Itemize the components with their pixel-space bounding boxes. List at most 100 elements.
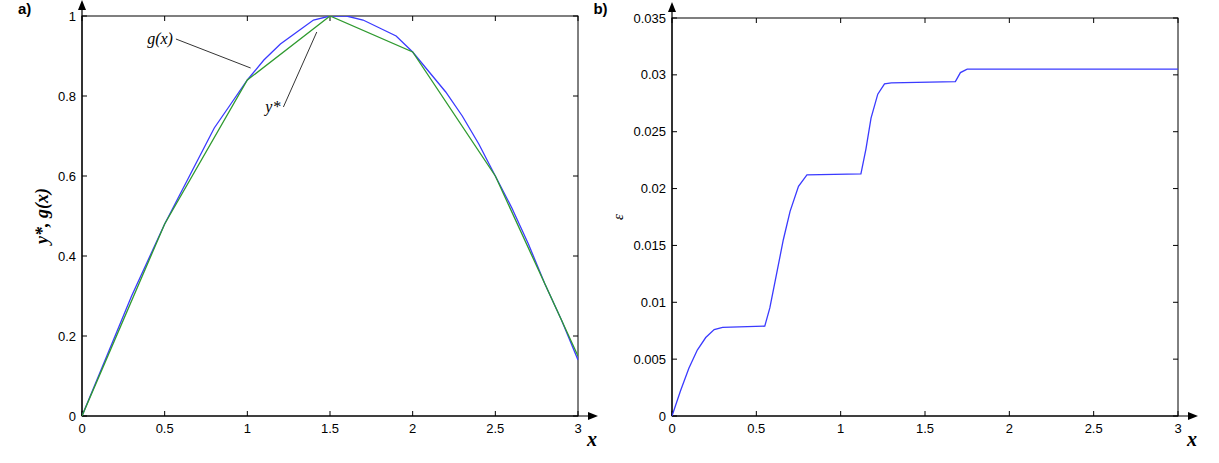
y-tick [1173,302,1178,303]
y-tick [672,359,677,360]
y-tick [573,256,578,257]
x-tick [578,16,579,21]
x-tick-label: 0 [78,421,85,436]
y-tick [672,18,677,19]
panel-letter: a) [18,0,31,17]
y-axis-arrow [81,4,82,416]
y-tick [573,416,578,417]
x-tick [756,411,757,416]
y-tick [672,188,677,189]
x-tick [578,411,579,416]
x-tick [1178,411,1179,416]
y-tick [1173,359,1178,360]
series-line [82,16,578,416]
x-axis-title: x [586,428,597,450]
y-axis-title: y*, g(x) [32,188,53,246]
y-tick [82,96,87,97]
arrow-head [78,0,86,10]
x-tick [164,411,165,416]
x-tick [247,16,248,21]
y-tick [82,176,87,177]
x-tick [1093,411,1094,416]
y-tick-label: 0.035 [633,11,666,26]
x-tick [925,18,926,23]
series-line [82,16,578,416]
x-tick-label: 2.5 [1085,421,1103,436]
x-tick [1178,18,1179,23]
x-tick-label: 0.5 [747,421,765,436]
x-tick [840,18,841,23]
y-axis-title: ε [610,214,626,220]
y-tick [672,302,677,303]
x-tick-label: 1 [837,421,844,436]
leader-line [283,32,316,107]
x-tick [330,411,331,416]
x-tick [840,411,841,416]
y-tick-label: 0.03 [641,67,666,82]
y-tick-label: 0.005 [633,352,666,367]
y-tick-label: 0.01 [641,295,666,310]
x-tick [412,411,413,416]
x-tick-label: 2 [409,421,416,436]
plot-frame [82,16,578,416]
y-tick [82,256,87,257]
series-line [672,69,1178,416]
y-tick-label: 0.4 [58,249,76,264]
x-tick [1093,18,1094,23]
x-tick [164,16,165,21]
x-tick [495,16,496,21]
x-tick-label: 3 [1174,421,1181,436]
y-tick [573,96,578,97]
y-tick [573,176,578,177]
x-tick-label: 3 [574,421,581,436]
x-tick [1009,411,1010,416]
y-tick [672,131,677,132]
y-tick-label: 0.015 [633,238,666,253]
y-tick [573,16,578,17]
x-tick-label: 2 [1006,421,1013,436]
y-tick [1173,18,1178,19]
panel-0: 00.511.522.5300.20.40.60.81g(x)y*xy*, g(… [18,0,598,450]
x-tick [82,16,83,21]
y-tick [82,16,87,17]
y-tick [1173,131,1178,132]
series-label: y* [263,98,280,116]
y-tick [82,336,87,337]
series-group [672,69,1178,416]
y-tick-label: 0 [659,409,666,424]
y-tick-label: 0.025 [633,124,666,139]
y-tick-label: 0.2 [58,329,76,344]
x-axis-title: x [1186,428,1197,450]
series-label: g(x) [147,30,173,48]
y-tick [573,336,578,337]
leader-line [176,39,251,68]
x-tick-label: 0.5 [156,421,174,436]
x-tick [925,411,926,416]
y-tick [672,245,677,246]
y-tick [1173,74,1178,75]
series-group [82,16,578,416]
x-tick [495,411,496,416]
panel-letter: b) [593,0,607,17]
arrow-head [668,2,676,12]
y-tick-label: 0 [69,409,76,424]
x-axis-arrow [672,415,1194,416]
y-tick [1173,245,1178,246]
y-tick [1173,188,1178,189]
figure: 00.511.522.5300.20.40.60.81g(x)y*xy*, g(… [0,0,1219,463]
y-tick-label: 0.8 [58,89,76,104]
x-axis-arrow [82,415,594,416]
x-tick [672,18,673,23]
x-tick [1009,18,1010,23]
x-tick [412,16,413,21]
x-tick-label: 1.5 [321,421,339,436]
x-tick [756,18,757,23]
y-tick [1173,416,1178,417]
x-tick-label: 1.5 [916,421,934,436]
plot-frame [672,18,1178,416]
x-tick-label: 0 [668,421,675,436]
y-tick [672,74,677,75]
panel-1: 00.511.522.5300.0050.010.0150.020.0250.0… [593,0,1198,450]
y-tick-label: 1 [69,9,76,24]
x-tick [247,411,248,416]
